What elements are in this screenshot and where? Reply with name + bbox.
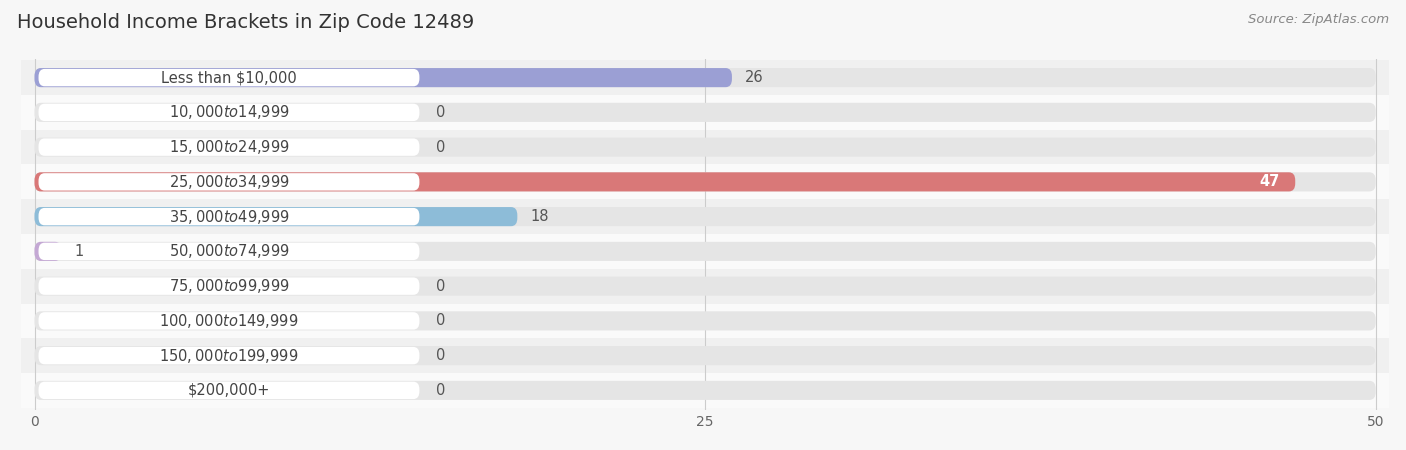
FancyBboxPatch shape — [38, 139, 419, 156]
Text: 47: 47 — [1258, 174, 1279, 189]
Text: 0: 0 — [436, 279, 444, 294]
FancyBboxPatch shape — [35, 172, 1295, 191]
FancyBboxPatch shape — [21, 130, 1389, 165]
Text: 1: 1 — [75, 244, 84, 259]
Text: 0: 0 — [436, 348, 444, 363]
FancyBboxPatch shape — [35, 346, 1375, 365]
FancyBboxPatch shape — [35, 68, 733, 87]
Text: 0: 0 — [436, 140, 444, 155]
FancyBboxPatch shape — [35, 277, 1375, 296]
FancyBboxPatch shape — [21, 269, 1389, 303]
FancyBboxPatch shape — [21, 165, 1389, 199]
Text: $10,000 to $14,999: $10,000 to $14,999 — [169, 104, 290, 122]
Text: $200,000+: $200,000+ — [188, 383, 270, 398]
FancyBboxPatch shape — [35, 381, 1375, 400]
FancyBboxPatch shape — [38, 104, 419, 121]
FancyBboxPatch shape — [35, 68, 1375, 87]
FancyBboxPatch shape — [38, 382, 419, 399]
Text: $35,000 to $49,999: $35,000 to $49,999 — [169, 207, 290, 225]
FancyBboxPatch shape — [21, 338, 1389, 373]
Text: Less than $10,000: Less than $10,000 — [162, 70, 297, 85]
Text: $25,000 to $34,999: $25,000 to $34,999 — [169, 173, 290, 191]
Text: $100,000 to $149,999: $100,000 to $149,999 — [159, 312, 298, 330]
Text: 0: 0 — [436, 105, 444, 120]
FancyBboxPatch shape — [35, 207, 517, 226]
FancyBboxPatch shape — [21, 60, 1389, 95]
FancyBboxPatch shape — [21, 373, 1389, 408]
Text: 0: 0 — [436, 313, 444, 328]
Text: $150,000 to $199,999: $150,000 to $199,999 — [159, 346, 298, 364]
FancyBboxPatch shape — [35, 207, 1375, 226]
Text: $75,000 to $99,999: $75,000 to $99,999 — [169, 277, 290, 295]
FancyBboxPatch shape — [21, 199, 1389, 234]
FancyBboxPatch shape — [35, 311, 1375, 330]
FancyBboxPatch shape — [38, 278, 419, 295]
Text: 26: 26 — [745, 70, 763, 85]
Text: 0: 0 — [436, 383, 444, 398]
FancyBboxPatch shape — [35, 172, 1375, 191]
FancyBboxPatch shape — [38, 347, 419, 364]
Text: Household Income Brackets in Zip Code 12489: Household Income Brackets in Zip Code 12… — [17, 14, 474, 32]
FancyBboxPatch shape — [38, 69, 419, 86]
FancyBboxPatch shape — [35, 242, 62, 261]
Text: Source: ZipAtlas.com: Source: ZipAtlas.com — [1249, 14, 1389, 27]
Text: 18: 18 — [530, 209, 550, 224]
FancyBboxPatch shape — [35, 138, 1375, 157]
FancyBboxPatch shape — [21, 234, 1389, 269]
FancyBboxPatch shape — [35, 242, 1375, 261]
FancyBboxPatch shape — [21, 303, 1389, 338]
Text: $15,000 to $24,999: $15,000 to $24,999 — [169, 138, 290, 156]
FancyBboxPatch shape — [38, 208, 419, 225]
FancyBboxPatch shape — [35, 103, 1375, 122]
FancyBboxPatch shape — [38, 243, 419, 260]
FancyBboxPatch shape — [38, 173, 419, 190]
Text: $50,000 to $74,999: $50,000 to $74,999 — [169, 243, 290, 261]
FancyBboxPatch shape — [21, 95, 1389, 130]
FancyBboxPatch shape — [38, 312, 419, 329]
